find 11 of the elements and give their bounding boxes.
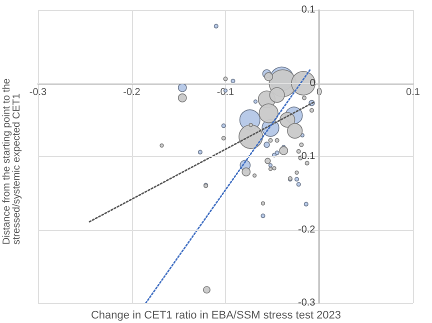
y-tick-label: -0.1	[298, 151, 316, 162]
y-tick-label: -0.3	[298, 298, 316, 308]
x-tick-label: -0.2	[123, 86, 141, 98]
x-tick-label: 0.1	[406, 86, 420, 98]
y-tick-label: 0	[310, 78, 316, 89]
x-tick-label: -0.1	[216, 86, 235, 98]
x-axis-title: Change in CET1 ratio in EBA/SSM stress test 2023	[90, 310, 342, 322]
x-tick-label: -0.3	[29, 86, 48, 98]
y-axis-title: Distance from the starting point to the stressed/systemic expected CET1	[2, 78, 22, 245]
y-tick-label: 0.1	[301, 4, 316, 16]
y-tick-label: -0.2	[298, 224, 316, 236]
